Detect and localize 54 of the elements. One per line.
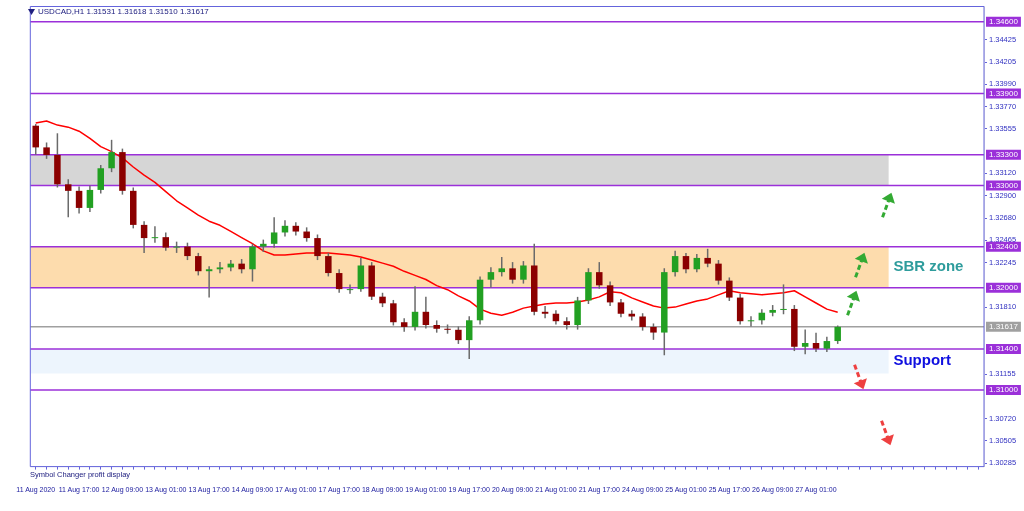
candlestick (780, 283, 787, 316)
candlestick (400, 317, 408, 333)
ref-line-label: 1.33900 (989, 88, 1019, 98)
candlestick (205, 265, 213, 299)
candlestick (596, 261, 603, 290)
candlestick (736, 293, 744, 326)
candlestick (422, 296, 430, 330)
candlestick (834, 324, 841, 345)
ref-line-label: 1.32400 (989, 241, 1019, 251)
candlestick (671, 250, 679, 278)
candlestick (487, 266, 495, 289)
ref-line-label: 1.32000 (989, 282, 1019, 292)
candlestick (97, 164, 104, 195)
candlestick (270, 216, 278, 249)
candlestick (563, 316, 571, 331)
chart-title: USDCAD,H1 1.31531 1.31618 1.31510 1.31617 (38, 7, 209, 16)
band-label: Support (893, 351, 951, 369)
candlestick (195, 252, 202, 277)
candlestick (162, 231, 170, 252)
candlestick (606, 280, 614, 307)
candlestick (335, 268, 343, 294)
ref-line-label: 1.31617 (989, 322, 1019, 332)
candlestick (704, 248, 711, 268)
candlestick (617, 298, 625, 319)
ref-line-label: 1.33000 (989, 180, 1019, 190)
ref-line-label: 1.31000 (989, 385, 1019, 395)
candlestick (249, 242, 256, 283)
candlestick (465, 315, 473, 360)
candlestick (357, 257, 365, 293)
candlestick (628, 309, 636, 322)
candlestick (801, 328, 809, 355)
band-label: SBR zone (893, 257, 964, 275)
ref-line-label: 1.33300 (989, 149, 1019, 159)
candlestick (325, 252, 332, 278)
candlestick (541, 305, 549, 320)
candlestick (520, 260, 527, 285)
candlestick (498, 256, 505, 278)
candlestick (32, 123, 39, 156)
candlestick (509, 261, 516, 285)
candlestick (411, 285, 419, 332)
ref-line-label: 1.31400 (989, 344, 1019, 354)
candlestick (726, 276, 733, 302)
candlestick (108, 139, 115, 173)
candlestick (314, 233, 321, 261)
candlestick (216, 261, 224, 275)
candlestick (390, 299, 397, 327)
candlestick (86, 184, 94, 213)
candlestick (140, 220, 148, 254)
candlestick (75, 185, 83, 215)
ref-line-label: 1.34600 (989, 17, 1019, 27)
candlestick (682, 252, 690, 275)
candlestick (715, 259, 722, 286)
candlestick (812, 331, 820, 353)
candlestick (64, 178, 72, 219)
